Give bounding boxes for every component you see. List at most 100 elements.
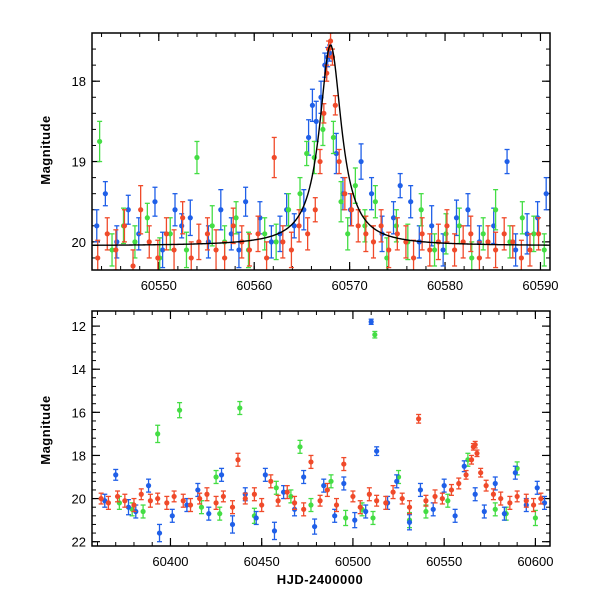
data-point	[297, 191, 303, 197]
data-point	[363, 508, 369, 515]
data-point	[465, 207, 471, 213]
data-point	[514, 493, 520, 500]
data-point	[138, 491, 144, 497]
x-tick-label: 60570	[332, 278, 368, 293]
data-point	[206, 511, 212, 517]
bottom-data	[98, 318, 548, 543]
series-blue	[94, 44, 549, 269]
data-point	[472, 442, 478, 448]
data-point	[271, 528, 278, 534]
data-point	[474, 450, 480, 456]
data-point	[237, 405, 243, 411]
data-point	[423, 508, 429, 515]
data-point	[187, 215, 193, 221]
data-point	[443, 231, 449, 237]
data-point	[452, 513, 458, 519]
y-tick-label: 18	[72, 448, 86, 463]
x-tick-label: 60450	[244, 554, 280, 569]
data-point	[341, 480, 347, 487]
data-point	[176, 407, 183, 413]
data-point	[399, 495, 405, 502]
data-point	[432, 493, 438, 500]
data-point	[98, 495, 104, 502]
data-point	[513, 247, 519, 253]
data-point	[501, 511, 507, 517]
data-point	[268, 239, 274, 245]
data-point	[304, 150, 310, 157]
data-point	[469, 255, 475, 261]
y-tick-label: 22	[72, 535, 86, 550]
data-point	[280, 239, 286, 245]
data-point	[366, 491, 372, 497]
data-point	[535, 231, 542, 237]
data-point	[485, 239, 491, 245]
data-point	[523, 498, 529, 504]
data-point	[358, 158, 364, 165]
data-point	[374, 448, 380, 454]
data-point	[180, 498, 186, 504]
data-point	[430, 506, 436, 512]
data-point	[251, 491, 257, 497]
data-point	[451, 247, 458, 253]
data-point	[531, 231, 537, 237]
data-point	[218, 472, 225, 478]
y-tick-label: 20	[72, 492, 86, 507]
data-point	[393, 223, 399, 229]
data-point	[220, 493, 226, 500]
data-point	[114, 493, 121, 500]
data-point	[345, 231, 351, 237]
data-point	[195, 487, 201, 493]
x-tick-label: 60560	[236, 278, 272, 293]
data-point	[169, 513, 175, 519]
data-point	[164, 500, 170, 506]
data-point	[456, 480, 462, 487]
data-point	[140, 508, 146, 515]
data-point	[280, 489, 287, 495]
data-point	[372, 199, 378, 205]
data-point	[481, 508, 487, 515]
data-point	[336, 158, 342, 165]
data-point	[114, 239, 120, 245]
top-plot-frame	[91, 32, 551, 271]
data-point	[204, 231, 211, 237]
data-point	[147, 498, 153, 504]
data-point	[288, 247, 295, 253]
data-point	[218, 207, 224, 213]
data-point	[264, 255, 270, 261]
data-point	[229, 504, 236, 510]
data-point	[222, 255, 228, 261]
data-point	[313, 118, 319, 124]
series-blue	[102, 318, 548, 543]
data-point	[230, 223, 236, 229]
data-point	[492, 506, 498, 512]
x-tick-label: 60580	[427, 278, 463, 293]
data-point	[317, 158, 323, 165]
data-point	[461, 463, 467, 469]
data-point	[493, 247, 499, 253]
data-point	[198, 504, 205, 510]
data-point	[510, 239, 516, 245]
data-point	[308, 459, 314, 465]
data-point	[439, 495, 445, 502]
data-point	[297, 444, 303, 450]
y-tick-label: 16	[72, 405, 86, 420]
data-point	[394, 231, 400, 237]
data-point	[291, 223, 297, 229]
plot-area	[92, 33, 550, 270]
data-point	[406, 519, 413, 525]
data-point	[97, 138, 103, 145]
data-point	[125, 504, 132, 510]
data-point	[308, 502, 314, 508]
data-point	[146, 239, 152, 245]
bottom-ylabel: Magnitude	[38, 395, 53, 465]
data-point	[357, 504, 363, 510]
data-point	[416, 416, 422, 422]
data-point	[130, 263, 136, 269]
data-point	[273, 485, 279, 491]
data-point	[468, 457, 475, 463]
data-point	[530, 502, 537, 508]
data-point	[317, 498, 323, 504]
data-point	[419, 231, 425, 237]
model-curve	[92, 44, 550, 246]
data-point	[235, 457, 241, 463]
